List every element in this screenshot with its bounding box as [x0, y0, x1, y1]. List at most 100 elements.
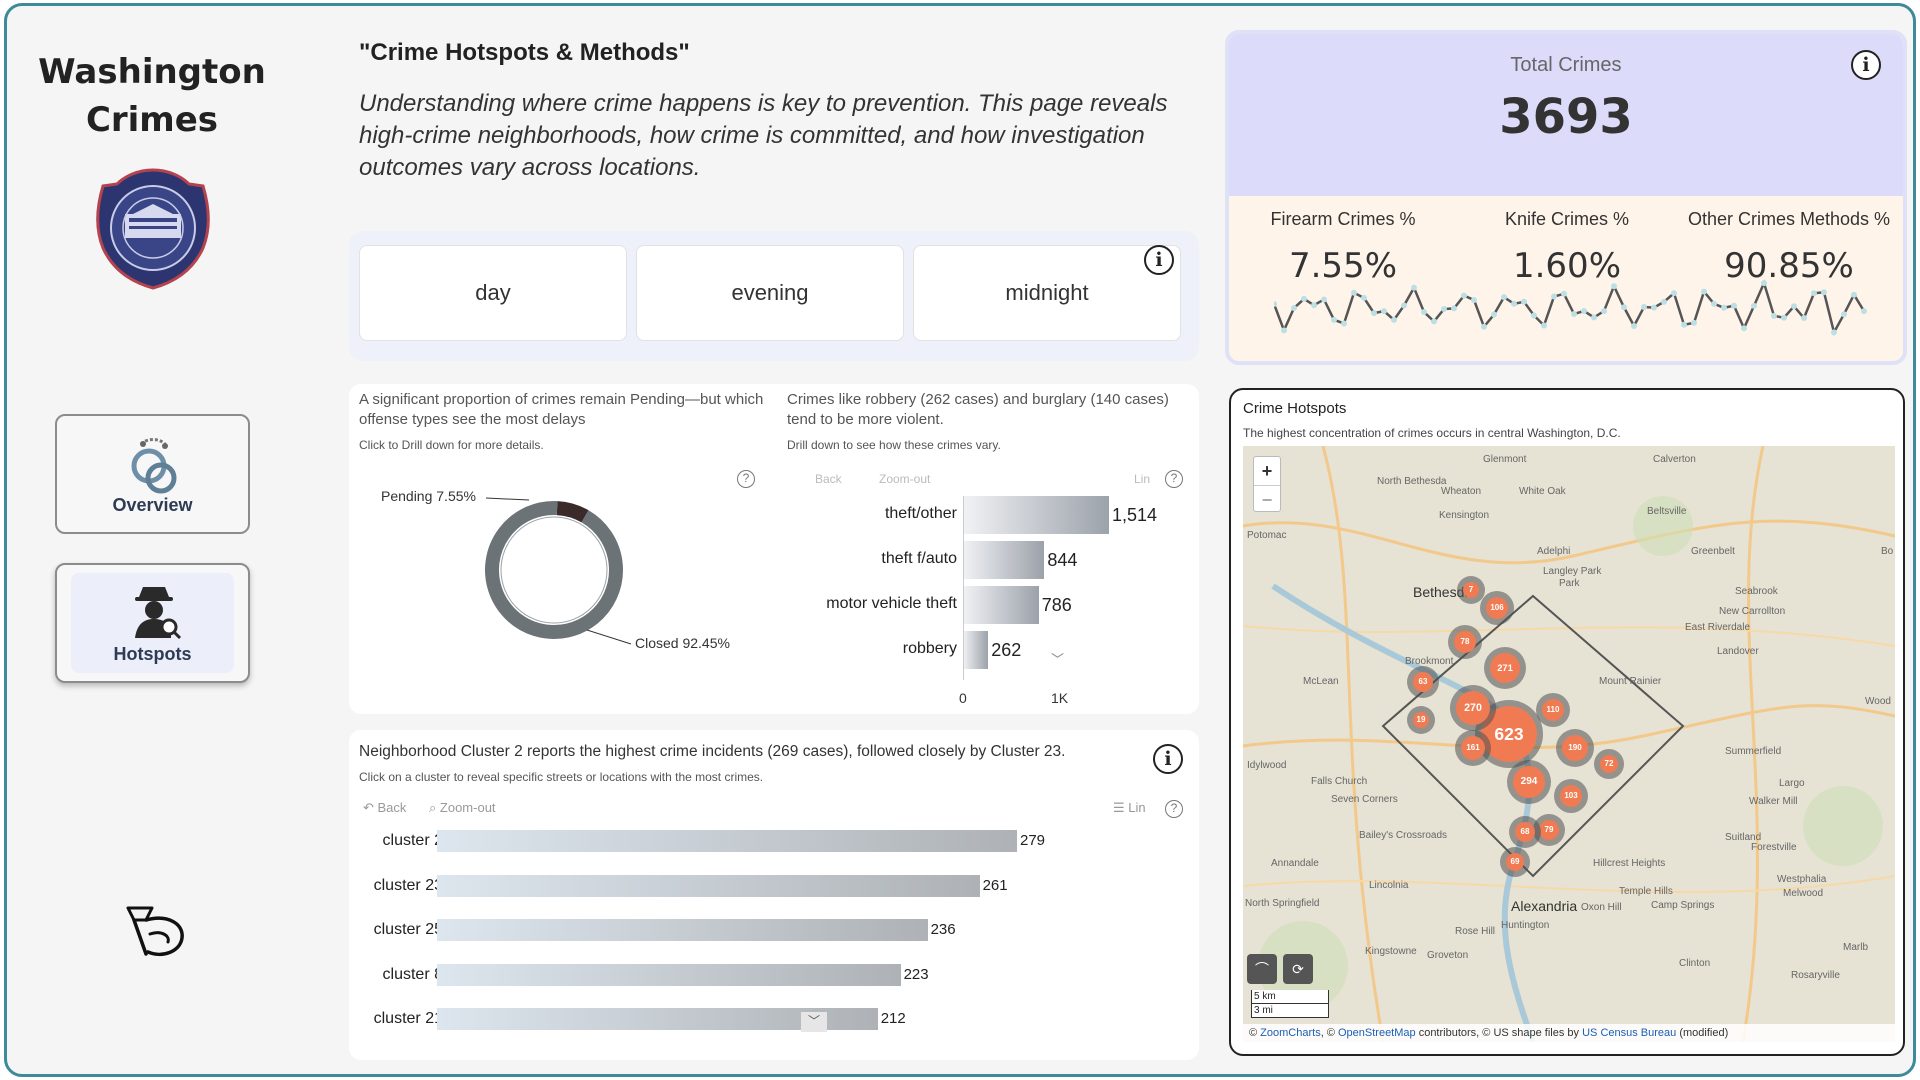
map-cluster-marker[interactable]: 106	[1486, 597, 1508, 619]
undo-icon: ↶	[363, 800, 378, 815]
cluster-card-hint: Click on a cluster to reveal specific st…	[359, 770, 764, 784]
map-cluster-marker[interactable]: 79	[1539, 820, 1559, 840]
sparkline-point	[1301, 295, 1307, 302]
status-help-icon[interactable]: ?	[737, 470, 755, 488]
map-cluster-marker[interactable]: 161	[1461, 736, 1485, 760]
sparkline-point	[1421, 309, 1427, 316]
cluster-bar[interactable]	[437, 1008, 878, 1030]
map-cluster-marker[interactable]: 190	[1562, 735, 1588, 761]
offense-bar-label: theft f/auto	[881, 550, 957, 567]
offense-scale-button[interactable]: Lin	[1134, 472, 1151, 486]
chevron-down-icon[interactable]: ﹀	[1051, 652, 1065, 667]
cluster-bar[interactable]	[437, 874, 980, 897]
slicer-day-button[interactable]: day	[359, 245, 627, 341]
sparkline-point	[1861, 308, 1867, 315]
map-place-label: Westphalia	[1777, 874, 1827, 885]
zoomcharts-link[interactable]: ZoomCharts	[1260, 1027, 1321, 1039]
map-cluster-marker[interactable]: 271	[1490, 653, 1520, 683]
sparkline-point	[1821, 289, 1827, 296]
brand-title: Washington Crimes	[37, 48, 267, 144]
cluster-back-button[interactable]: ↶ Back	[363, 800, 406, 816]
cluster-back-label: Back	[377, 800, 407, 815]
cluster-info-icon[interactable]: i	[1153, 744, 1183, 774]
map-place-label: Hillcrest Heights	[1593, 858, 1666, 869]
cluster-bar[interactable]	[437, 963, 901, 986]
offense-help-icon[interactable]: ?	[1165, 470, 1183, 488]
lasso-select-icon[interactable]: ⌒	[1247, 954, 1277, 984]
map-base	[1243, 446, 1895, 1042]
cluster-bar-chart[interactable]: cluster 2 279 cluster 23 261 cluster 25 236 cl…	[349, 830, 1199, 1050]
map-place-label: Bethesda	[1413, 584, 1473, 600]
map-cluster-marker[interactable]: 72	[1600, 755, 1618, 773]
kpi-info-icon[interactable]: i	[1851, 50, 1881, 80]
offense-bar[interactable]	[963, 631, 989, 669]
map-place-label: Groveton	[1427, 950, 1469, 961]
cluster-scale-label: Lin	[1128, 800, 1146, 815]
map-zoom-out-button[interactable]: −	[1254, 485, 1280, 513]
donut-slice-pending[interactable]	[556, 501, 589, 523]
sparkline-point	[1351, 289, 1357, 296]
offense-back-button[interactable]: Back	[815, 472, 842, 486]
sparkline-point	[1411, 284, 1417, 291]
census-bureau-link[interactable]: US Census Bureau	[1582, 1027, 1677, 1039]
offense-type-bar-chart[interactable]: theft/other 1,514 theft f/auto 844 motor veh…	[787, 484, 1199, 714]
sparkline-point	[1381, 308, 1387, 315]
map-cluster-marker[interactable]: 69	[1506, 853, 1524, 871]
map-place-label: Brookmont	[1405, 656, 1454, 667]
nav-hotspots-button[interactable]: Hotspots	[55, 563, 250, 683]
map-cluster-marker[interactable]: 7	[1463, 582, 1479, 598]
cluster-zoomout-button[interactable]: ⌕ Zoom-out	[429, 800, 496, 816]
back-arrow-icon[interactable]	[122, 904, 188, 960]
map-cluster-marker[interactable]: 110	[1542, 699, 1564, 721]
map-cluster-marker[interactable]: 270	[1456, 691, 1490, 725]
slicer-midnight-button[interactable]: midnight	[913, 245, 1181, 341]
sparkline-point	[1481, 323, 1487, 330]
map-place-label: Huntington	[1501, 920, 1550, 931]
map-place-label: Bailey's Crossroads	[1359, 830, 1448, 841]
map-cluster-marker[interactable]: 78	[1454, 631, 1476, 653]
map-place-label: New Carrollton	[1719, 606, 1786, 617]
nav-hotspots-label: Hotspots	[113, 644, 192, 664]
map-cluster-marker[interactable]: 68	[1515, 822, 1535, 842]
offense-bar[interactable]	[963, 541, 1045, 579]
offense-zoomout-button[interactable]: Zoom-out	[879, 472, 931, 486]
map-place-label: Marlb	[1843, 942, 1869, 953]
map-place-label: East Riverdale	[1685, 622, 1751, 633]
cluster-bar-value: 212	[880, 1010, 906, 1027]
map-cluster-marker[interactable]: 623	[1481, 706, 1537, 762]
map-place-label: Glenmont	[1483, 454, 1527, 465]
sparkline-point	[1631, 322, 1637, 329]
donut-slice-closed[interactable]	[485, 501, 623, 639]
offense-bar[interactable]	[963, 586, 1039, 624]
status-card-hint: Click to Drill down for more details.	[359, 438, 544, 452]
case-status-donut-chart[interactable]: Pending 7.55% Closed 92.45%	[359, 480, 779, 680]
sparkline-point	[1851, 291, 1857, 298]
map-place-label: Melwood	[1783, 888, 1824, 899]
map-zoom-in-button[interactable]: +	[1261, 461, 1273, 481]
crime-hotspots-map[interactable]: + − ⌒ ⟳ 5 km 3 mi © ZoomCharts, © OpenSt…	[1243, 446, 1895, 1042]
map-cluster-marker[interactable]: 103	[1560, 785, 1582, 807]
cluster-help-icon[interactable]: ?	[1165, 800, 1183, 818]
cluster-scale-button[interactable]: ☰ Lin	[1113, 800, 1146, 816]
brand-line-2: Crimes	[85, 100, 219, 140]
offense-bar[interactable]	[963, 496, 1109, 534]
map-cluster-marker[interactable]: 294	[1513, 766, 1545, 798]
sparkline-point	[1371, 310, 1377, 317]
slicer-info-icon[interactable]: i	[1144, 245, 1174, 275]
map-cluster-marker[interactable]: 63	[1413, 672, 1433, 692]
chevron-down-icon[interactable]: ﹀	[801, 1012, 827, 1032]
map-subtitle: The highest concentration of crimes occu…	[1243, 426, 1621, 440]
nav-overview-button[interactable]: Overview	[55, 414, 250, 534]
openstreetmap-link[interactable]: OpenStreetMap	[1337, 1027, 1416, 1039]
cluster-bar[interactable]	[437, 919, 928, 941]
sparkline-point	[1541, 322, 1547, 329]
slicer-evening-button[interactable]: evening	[636, 245, 904, 341]
rotate-reset-icon[interactable]: ⟳	[1283, 954, 1313, 984]
page-description: Understanding where crime happens is key…	[359, 90, 1168, 181]
cluster-bar[interactable]	[437, 830, 1017, 852]
sparkline-point	[1591, 314, 1597, 321]
sparkline-point	[1671, 290, 1677, 297]
offense-bar-value: 262	[991, 640, 1022, 660]
offense-axis-tick: 1K	[1051, 690, 1069, 706]
map-cluster-marker[interactable]: 19	[1413, 712, 1429, 728]
